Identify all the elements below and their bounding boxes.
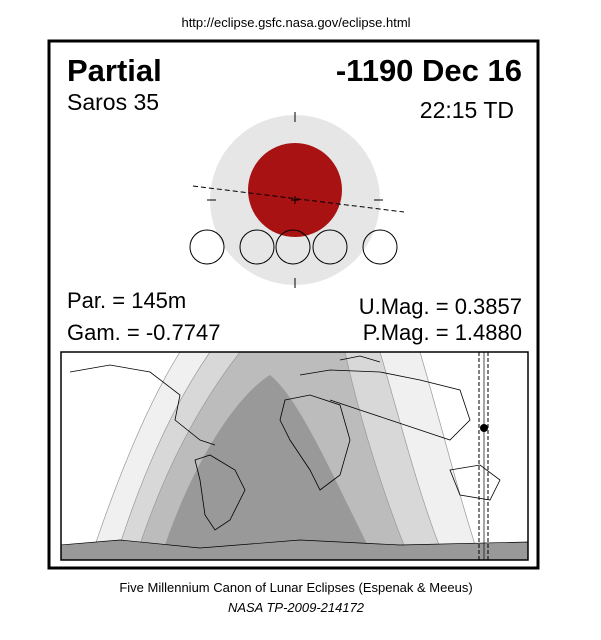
gam: Gam. = -0.7747 (67, 320, 220, 345)
world-map (60, 351, 529, 561)
saros: Saros 35 (67, 89, 159, 115)
par: Par. = 145m (67, 288, 186, 313)
moon (362, 229, 398, 265)
url: http://eclipse.gsfc.nasa.gov/eclipse.htm… (181, 15, 410, 30)
footer-line: Five Millennium Canon of Lunar Eclipses … (119, 580, 472, 595)
umbra (248, 143, 342, 237)
moon (189, 229, 225, 265)
time: 22:15 TD (420, 97, 514, 123)
eclipse-type: Partial (67, 53, 162, 88)
moon (312, 229, 348, 265)
eclipse-geometry (189, 112, 405, 288)
moon-path (192, 185, 405, 213)
footer-line: NASA TP-2009-214172 (228, 600, 365, 615)
umag: U.Mag. = 0.3857 (359, 294, 522, 319)
moon (239, 229, 275, 265)
moon (275, 229, 311, 265)
pmag: P.Mag. = 1.4880 (363, 320, 522, 345)
eclipse-date: -1190 Dec 16 (336, 53, 522, 88)
